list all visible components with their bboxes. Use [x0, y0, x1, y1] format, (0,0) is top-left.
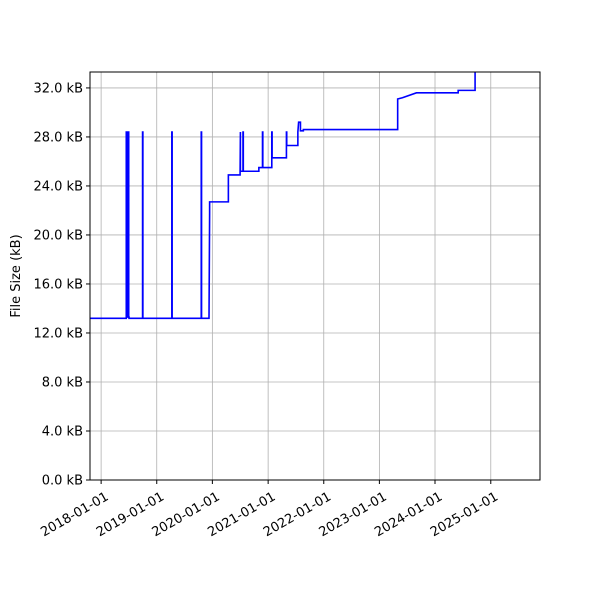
- y-tick-label: 4.0 kB: [42, 424, 83, 439]
- plot-frame: [89, 71, 541, 481]
- y-tick-label: 16.0 kB: [33, 277, 83, 292]
- x-axis: 2018-01-012019-01-012020-01-012021-01-01…: [38, 480, 501, 540]
- plot-background: [90, 72, 540, 480]
- y-tick-label: 12.0 kB: [33, 326, 83, 341]
- y-tick-label: 20.0 kB: [33, 228, 83, 243]
- y-tick-label: 0.0 kB: [42, 474, 83, 489]
- data-series: [90, 72, 476, 320]
- y-tick-label: 8.0 kB: [42, 375, 83, 390]
- y-tick-label: 28.0 kB: [33, 130, 83, 145]
- y-tick-label: 32.0 kB: [33, 81, 83, 96]
- y-axis: 0.0 kB 4.0 kB 8.0 kB 12.0 kB 16.0 kB 20.0 kB 2…: [33, 81, 90, 489]
- y-axis-label: File Size (kB): [9, 234, 24, 317]
- grid-lines: [90, 72, 540, 481]
- file-size-line: [90, 72, 476, 320]
- y-tick-label: 24.0 kB: [33, 179, 83, 194]
